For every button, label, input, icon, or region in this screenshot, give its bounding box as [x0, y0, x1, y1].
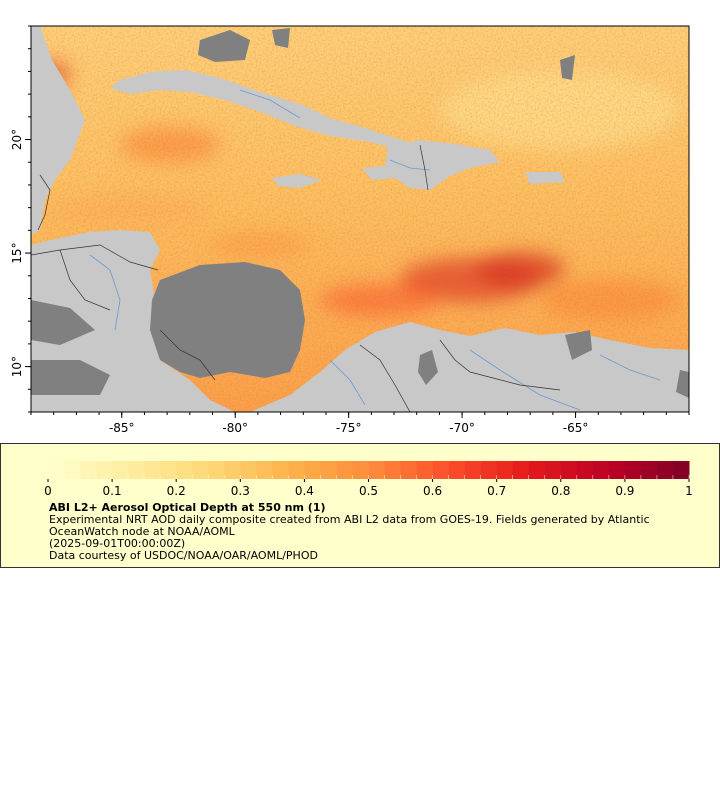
legend-description-block: Experimental NRT AOD daily composite cre… — [49, 514, 689, 562]
colorbar-tick-label: 1 — [685, 484, 693, 498]
colorbar-swatch — [160, 461, 177, 479]
colorbar-tick-label: 0.5 — [359, 484, 378, 498]
colorbar-swatch — [592, 461, 610, 479]
colorbar-swatch — [176, 461, 193, 479]
colorbar-tick-label: 0.8 — [551, 484, 570, 498]
x-tick-label: -65° — [563, 421, 589, 435]
land-cuba — [110, 70, 420, 150]
colorbar-tick-label: 0.4 — [295, 484, 314, 498]
nodata-gulf-honduras — [150, 262, 305, 378]
colorbar-swatch — [528, 461, 546, 479]
land-hispaniola — [362, 140, 500, 190]
colorbar-swatch — [624, 461, 642, 479]
colorbar-swatch — [672, 461, 690, 479]
colorbar-swatch — [288, 461, 305, 479]
colorbar: 0 0.1 0.2 0.3 0.4 0.5 0.6 0.7 0.8 0.9 1 — [44, 461, 693, 498]
legend-title: ABI L2+ Aerosol Optical Depth at 550 nm … — [49, 501, 326, 514]
legend-panel: 0 0.1 0.2 0.3 0.4 0.5 0.6 0.7 0.8 0.9 1 ABI L2+ Ae… — [0, 443, 720, 568]
colorbar-tick-label: 0.9 — [615, 484, 634, 498]
colorbar-swatch — [336, 461, 353, 479]
colorbar-swatch — [432, 461, 450, 479]
land-jamaica — [272, 174, 322, 188]
colorbar-swatch — [416, 461, 434, 479]
colorbar-swatch — [656, 461, 674, 479]
colorbar-swatch — [128, 461, 145, 479]
x-tick-label: -70° — [449, 421, 475, 435]
colorbar-swatch — [96, 461, 113, 479]
x-tick-label: -80° — [222, 421, 248, 435]
y-tick-label: 10° — [10, 356, 24, 377]
aod-map: -85° -80° -75° -70° -65° 20° 15° 10° — [10, 25, 690, 435]
legend-credit: Data courtesy of USDOC/NOAA/OAR/AOML/PHO… — [49, 549, 318, 562]
rivers — [89, 89, 661, 411]
x-tick-label: -75° — [336, 421, 362, 435]
map-axes: -85° -80° -75° -70° -65° 20° 15° 10° — [10, 25, 690, 435]
colorbar-swatch — [144, 461, 161, 479]
land-puerto-rico — [525, 172, 565, 184]
legend-description: Experimental NRT AOD daily composite cre… — [49, 513, 650, 538]
colorbar-swatch — [496, 461, 514, 479]
colorbar-swatch — [304, 461, 321, 479]
colorbar-swatch — [512, 461, 530, 479]
colorbar-tick-label: 0.3 — [231, 484, 250, 498]
country-borders — [31, 144, 561, 412]
colorbar-swatch — [240, 461, 257, 479]
colorbar-tick-label: 0.1 — [103, 484, 122, 498]
colorbar-swatch — [640, 461, 658, 479]
colorbar-swatch — [80, 461, 97, 479]
map-field — [31, 26, 689, 412]
colorbar-tick-label: 0.6 — [423, 484, 442, 498]
colorbar-swatch — [448, 461, 466, 479]
legend-time: (2025-09-01T00:00:00Z) — [49, 537, 186, 550]
colorbar-swatch — [544, 461, 562, 479]
colorbar-swatch — [560, 461, 578, 479]
colorbar-swatch — [256, 461, 273, 479]
colorbar-tick-label: 0.7 — [487, 484, 506, 498]
colorbar-swatch — [208, 461, 225, 479]
colorbar-swatch — [48, 461, 65, 479]
y-tick-label: 20° — [10, 129, 24, 150]
colorbar-swatch — [112, 461, 129, 479]
y-tick-label: 15° — [10, 242, 24, 263]
colorbar-swatch — [64, 461, 81, 479]
colorbar-swatch — [576, 461, 594, 479]
colorbar-swatch — [464, 461, 482, 479]
colorbar-swatch — [352, 461, 369, 479]
x-tick-label: -85° — [109, 421, 135, 435]
colorbar-swatch — [320, 461, 337, 479]
colorbar-tick-label: 0 — [44, 484, 52, 498]
colorbar-swatch — [192, 461, 209, 479]
nodata-bahamas — [198, 30, 250, 62]
colorbar-swatch — [368, 461, 386, 479]
colorbar-swatch — [480, 461, 498, 479]
colorbar-swatch — [224, 461, 241, 479]
colorbar-swatch — [384, 461, 402, 479]
colorbar-tick-label: 0.2 — [167, 484, 186, 498]
colorbar-swatch — [608, 461, 626, 479]
colorbar-swatch — [272, 461, 289, 479]
colorbar-swatch — [400, 461, 418, 479]
